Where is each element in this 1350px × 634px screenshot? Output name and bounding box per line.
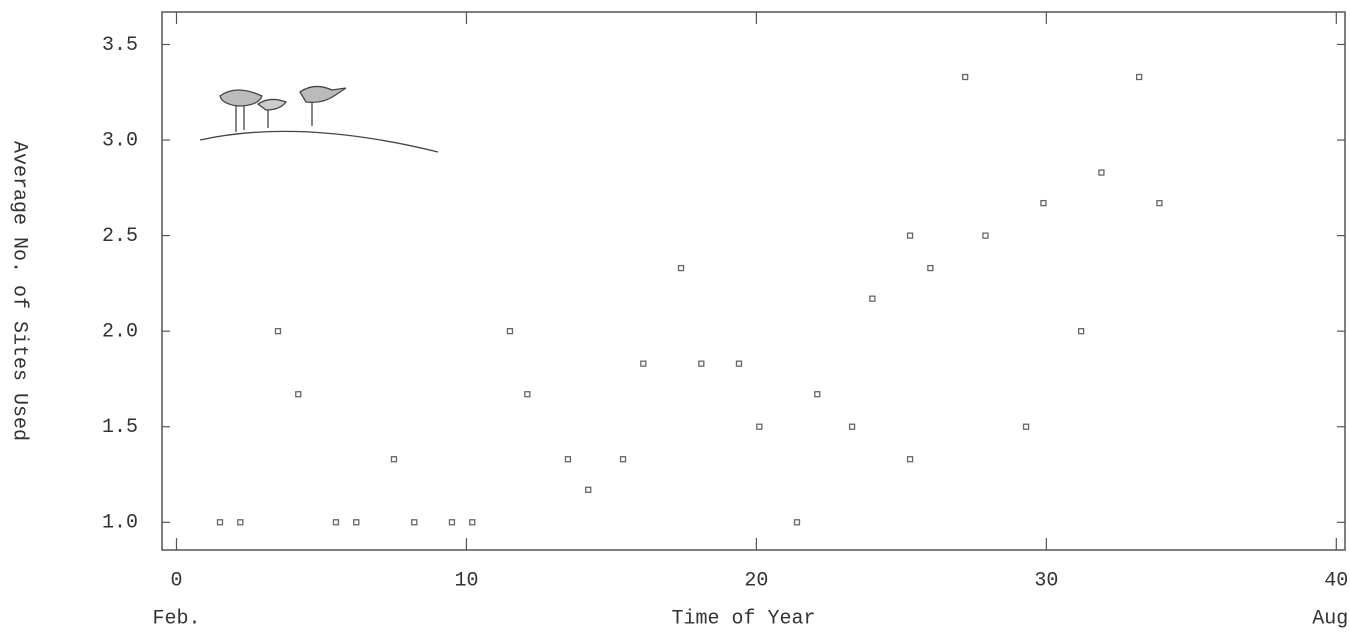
- data-point: [619, 456, 627, 463]
- data-point: [1022, 423, 1030, 430]
- x-tick-label: 20: [744, 569, 768, 592]
- x-axis-label: Time of Year: [671, 607, 815, 630]
- x-tick-label: 0: [170, 569, 182, 592]
- data-point: [962, 73, 969, 81]
- data-point: [216, 519, 224, 526]
- data-point: [814, 391, 821, 398]
- data-point: [295, 391, 302, 398]
- y-tick-label: 1.0: [102, 512, 138, 535]
- x-start-label: Feb.: [152, 607, 200, 630]
- data-point: [1077, 328, 1085, 335]
- x-tick-label: 10: [454, 569, 478, 592]
- data-point: [469, 519, 476, 526]
- data-point: [982, 232, 989, 239]
- data-point: [906, 232, 914, 239]
- data-point: [848, 423, 856, 430]
- data-point: [1040, 199, 1047, 207]
- data-point: [237, 519, 244, 526]
- data-point: [585, 486, 592, 493]
- data-point: [698, 360, 705, 367]
- data-point: [640, 360, 647, 367]
- data-point: [564, 456, 572, 463]
- data-point: [869, 295, 876, 302]
- data-point: [390, 456, 398, 463]
- data-point: [735, 360, 743, 367]
- data-point: [756, 423, 763, 430]
- data-point: [524, 391, 531, 398]
- data-point: [793, 519, 801, 526]
- data-point: [1098, 169, 1105, 176]
- y-tick-label: 2.5: [102, 225, 138, 248]
- data-point: [332, 519, 340, 526]
- data-point: [927, 264, 934, 272]
- bird-illustration: [199, 85, 439, 153]
- x-tick-label: 40: [1324, 569, 1348, 592]
- data-point: [906, 456, 914, 463]
- y-tick-label: 3.5: [102, 34, 138, 57]
- x-tick-label: 30: [1034, 569, 1058, 592]
- plot-frame: [161, 11, 1346, 551]
- data-point: [1135, 73, 1143, 81]
- data-point: [1156, 199, 1163, 207]
- y-axis-label: Average No. of Sites Used: [8, 141, 31, 441]
- data-point: [677, 264, 685, 272]
- data-point: [353, 519, 360, 526]
- y-tick-label: 2.0: [102, 320, 138, 343]
- x-end-label: Aug.: [1312, 607, 1350, 630]
- data-point: [411, 519, 418, 526]
- data-point: [274, 328, 282, 335]
- y-tick-label: 1.5: [102, 416, 138, 439]
- data-point: [506, 328, 514, 335]
- y-tick-label: 3.0: [102, 129, 138, 152]
- data-point: [448, 519, 456, 526]
